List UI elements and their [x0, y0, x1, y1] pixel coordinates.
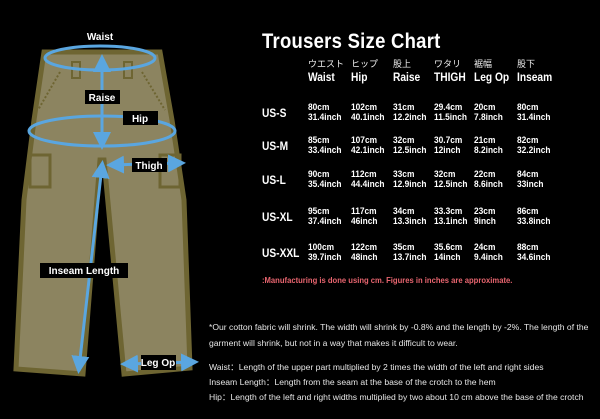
trousers-illustration: [13, 49, 193, 377]
cell-cm: 32cm: [393, 135, 415, 146]
waist-label: Waist: [87, 32, 114, 43]
cell-inch: 14inch: [434, 252, 461, 263]
cell-cm: 82cm: [517, 135, 539, 146]
hip-label: Hip: [132, 114, 148, 125]
column-header-jp: ワタリ: [434, 59, 462, 69]
cell-inch: 8.2inch: [474, 145, 503, 156]
cell-inch: 12.9inch: [393, 179, 427, 190]
cell-inch: 12.5inch: [434, 179, 468, 190]
column-header-jp: ウエスト: [308, 59, 345, 69]
size-label: US-XL: [262, 210, 293, 224]
cell-cm: 117cm: [351, 206, 377, 217]
cell-cm: 32cm: [434, 169, 456, 180]
waist-definition: Waist：Length of the upper part multiplie…: [209, 362, 544, 372]
cell-cm: 122cm: [351, 242, 378, 253]
column-header: Leg Op: [474, 70, 510, 84]
shrink-note-1: *Our cotton fabric will shrink. The widt…: [209, 322, 589, 332]
cell-inch: 39.7inch: [308, 252, 342, 263]
cell-cm: 23cm: [474, 206, 496, 217]
cell-inch: 33inch: [517, 179, 544, 190]
raise-label: Raise: [89, 93, 116, 104]
cell-inch: 13.1inch: [434, 216, 468, 227]
cell-inch: 11.5inch: [434, 112, 467, 123]
column-header: Raise: [393, 70, 421, 84]
cell-inch: 44.4inch: [351, 179, 385, 190]
size-label: US-XXL: [262, 246, 300, 260]
column-header: THIGH: [434, 70, 466, 84]
inseam-label: Inseam Length: [49, 266, 120, 277]
leg-op-label: Leg Op: [141, 358, 175, 369]
cell-inch: 33.8inch: [517, 216, 551, 227]
cell-cm: 30.7cm: [434, 135, 463, 146]
cell-inch: 48inch: [351, 252, 378, 263]
cell-inch: 42.1inch: [351, 145, 385, 156]
cell-cm: 85cm: [308, 135, 330, 146]
cell-inch: 7.8inch: [474, 112, 503, 123]
hip-definition: Hip：Length of the left and right widths …: [209, 392, 584, 402]
cell-inch: 31.4inch: [308, 112, 342, 123]
cell-inch: 40.1inch: [351, 112, 385, 123]
cell-cm: 88cm: [517, 242, 539, 253]
cell-inch: 9.4inch: [474, 252, 503, 263]
cell-inch: 9inch: [474, 216, 496, 227]
cell-cm: 84cm: [517, 169, 539, 180]
thigh-label: Thigh: [135, 161, 162, 172]
cell-inch: 12.5inch: [393, 145, 427, 156]
column-header-jp: 裾幅: [474, 59, 493, 69]
cell-cm: 80cm: [308, 102, 330, 113]
column-header: Waist: [308, 70, 335, 84]
cell-inch: 33.4inch: [308, 145, 342, 156]
column-header: Inseam: [517, 70, 553, 84]
cell-cm: 112cm: [351, 169, 377, 180]
cell-cm: 100cm: [308, 242, 335, 253]
column-header-jp: ヒップ: [351, 59, 379, 69]
cell-cm: 21cm: [474, 135, 496, 146]
cell-cm: 90cm: [308, 169, 330, 180]
page-title: Trousers Size Chart: [262, 30, 441, 53]
cell-inch: 8.6inch: [474, 179, 503, 190]
cell-cm: 31cm: [393, 102, 415, 113]
cell-inch: 13.7inch: [393, 252, 427, 263]
note-text: :Manufacturing is done using cm. Figures…: [262, 275, 513, 285]
shrink-note-2: garment will shrink, but not in a way th…: [209, 338, 458, 348]
cell-cm: 95cm: [308, 206, 330, 217]
cell-cm: 102cm: [351, 102, 378, 113]
cell-cm: 22cm: [474, 169, 496, 180]
cell-cm: 29.4cm: [434, 102, 463, 113]
inseam-definition: Inseam Length：Length from the seam at th…: [209, 377, 496, 387]
cell-cm: 35.6cm: [434, 242, 463, 253]
cell-cm: 24cm: [474, 242, 496, 253]
cell-cm: 35cm: [393, 242, 415, 253]
cell-inch: 46inch: [351, 216, 378, 227]
column-header-jp: 股下: [517, 59, 536, 69]
size-label: US-L: [262, 173, 286, 187]
column-header-jp: 股上: [393, 59, 412, 69]
cell-cm: 33.3cm: [434, 206, 463, 217]
cell-cm: 33cm: [393, 169, 415, 180]
column-header: Hip: [351, 70, 368, 84]
cell-inch: 35.4inch: [308, 179, 342, 190]
cell-cm: 80cm: [517, 102, 539, 113]
cell-inch: 37.4inch: [308, 216, 342, 227]
cell-inch: 12inch: [434, 145, 461, 156]
trousers-diagram: Waist Raise Hip Thigh Inseam Length Leg …: [13, 32, 199, 377]
cell-cm: 34cm: [393, 206, 415, 217]
cell-cm: 86cm: [517, 206, 539, 217]
size-label: US-S: [262, 106, 287, 120]
cell-cm: 20cm: [474, 102, 496, 113]
cell-inch: 13.3inch: [393, 216, 427, 227]
size-label: US-M: [262, 139, 289, 153]
cell-inch: 32.2inch: [517, 145, 551, 156]
cell-inch: 12.2inch: [393, 112, 427, 123]
cell-inch: 31.4inch: [517, 112, 551, 123]
cell-inch: 34.6inch: [517, 252, 551, 263]
cell-cm: 107cm: [351, 135, 378, 146]
